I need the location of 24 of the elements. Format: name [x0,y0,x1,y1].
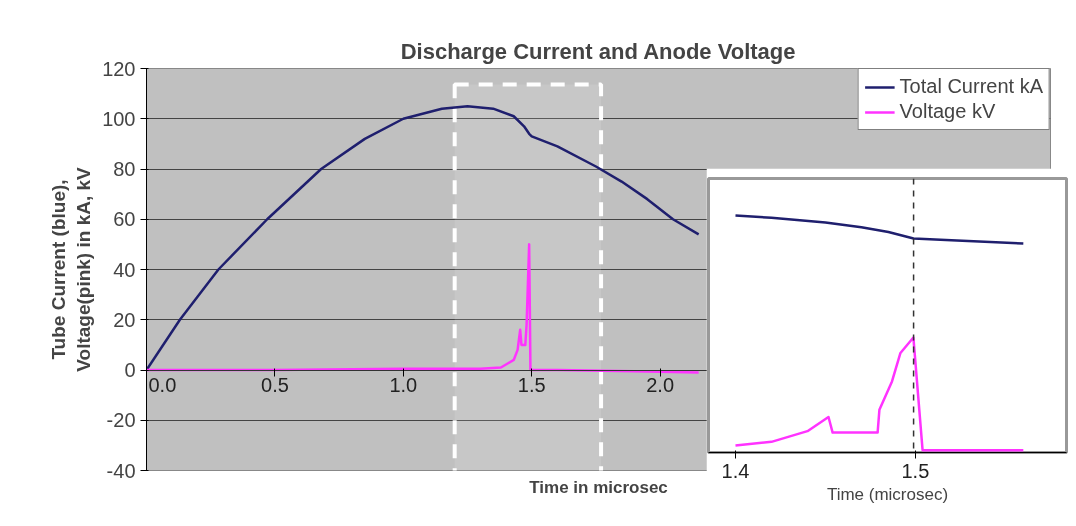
legend-label: Total Current kA [899,75,1043,98]
x-tick-label: 1.5 [901,459,930,482]
y-tick-label: 80 [113,158,136,180]
x-tick-label: 0.0 [148,374,177,396]
chart-title: Discharge Current and Anode Voltage [400,38,796,64]
x-tick-label: 1.5 [517,374,546,396]
x-axis-title: Time in microsec [529,477,668,497]
x-axis-title: Time (microsec) [826,484,949,504]
y-tick-label: 100 [102,107,136,130]
y-axis-title: Tube Current (blue), Voltage(pink) in kA, kV [47,166,95,372]
x-tick-label: 2.0 [646,374,675,396]
y-tick-label: 120 [102,57,136,80]
x-tick-label: 0.5 [261,374,289,396]
legend-label: Voltage kV [899,100,996,123]
line-series [146,104,700,372]
x-tick-label: 1.0 [389,374,418,396]
y-tick-label: 0 [124,359,136,381]
line-series [146,243,700,374]
y-tick-label: -20 [106,409,136,432]
x-tick-label: 1.4 [721,459,750,482]
y-tick-label: 40 [113,258,136,281]
y-tick-label: 20 [113,308,136,331]
y-tick-label: -40 [106,459,136,482]
y-tick-label: 60 [113,208,136,231]
